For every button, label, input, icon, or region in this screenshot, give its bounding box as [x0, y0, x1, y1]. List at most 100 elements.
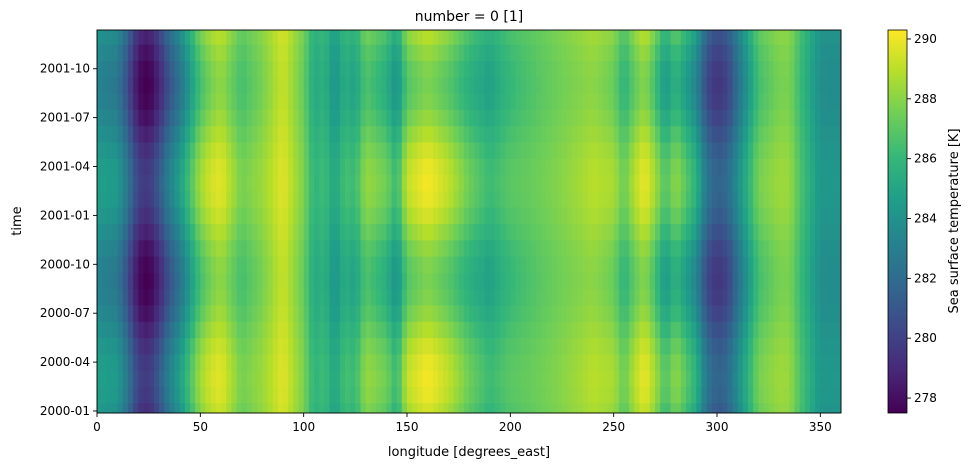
heatmap-cell — [748, 305, 754, 322]
heatmap-cell — [432, 76, 439, 94]
heatmap-cell — [587, 337, 594, 355]
heatmap-cell — [205, 272, 212, 290]
heatmap-cell — [815, 305, 821, 322]
heatmap-cell — [215, 386, 222, 404]
heatmap-cell — [365, 337, 372, 355]
heatmap-cell — [711, 272, 718, 290]
heatmap-cell — [215, 239, 222, 257]
heatmap-cell — [696, 125, 702, 143]
heatmap-cell — [412, 142, 418, 159]
heatmap-cell — [453, 321, 460, 339]
heatmap-cell — [722, 386, 728, 404]
heatmap-cell — [293, 30, 299, 45]
heatmap-cell — [639, 386, 646, 404]
heatmap-cell — [128, 288, 134, 306]
heatmap-cell — [835, 239, 842, 257]
heatmap-cell — [531, 337, 537, 355]
heatmap-cell — [815, 256, 821, 273]
heatmap-cell — [613, 158, 620, 176]
heatmap-cell — [195, 125, 201, 143]
heatmap-cell — [784, 125, 790, 143]
heatmap-cell — [779, 353, 785, 371]
heatmap-cell — [427, 76, 434, 94]
heatmap-cell — [629, 142, 635, 159]
heatmap-cell — [345, 353, 351, 371]
heatmap-cell — [489, 370, 496, 387]
heatmap-cell — [262, 76, 268, 94]
heatmap-cell — [706, 321, 713, 339]
heatmap-cell — [649, 142, 656, 159]
heatmap-cell — [835, 207, 842, 224]
heatmap-cell — [153, 76, 160, 94]
heatmap-cell — [835, 30, 842, 45]
heatmap-cell — [717, 256, 723, 273]
heatmap-cell — [215, 321, 222, 339]
heatmap-cell — [195, 207, 201, 224]
heatmap-cell — [463, 60, 470, 78]
heatmap-cell — [773, 337, 780, 355]
heatmap-cell — [412, 158, 418, 176]
heatmap-cell — [246, 76, 253, 94]
heatmap-cell — [469, 76, 475, 94]
heatmap-cell — [159, 190, 165, 208]
heatmap-cell — [820, 76, 826, 94]
heatmap-cell — [303, 386, 310, 404]
heatmap-cell — [717, 223, 723, 241]
heatmap-cell — [789, 60, 795, 78]
heatmap-cell — [427, 142, 434, 159]
heatmap-cell — [396, 239, 403, 257]
heatmap-cell — [691, 321, 697, 339]
heatmap-cell — [200, 256, 206, 273]
heatmap-cell — [365, 76, 372, 94]
heatmap-cell — [649, 239, 656, 257]
heatmap-cell — [835, 60, 842, 78]
heatmap-cell — [732, 370, 739, 387]
heatmap-cell — [784, 93, 790, 110]
heatmap-cell — [536, 109, 542, 127]
heatmap-cell — [396, 109, 403, 127]
heatmap-cell — [629, 93, 635, 110]
heatmap-cell — [221, 223, 227, 241]
heatmap-cell — [438, 158, 444, 176]
heatmap-cell — [355, 142, 361, 159]
heatmap-cell — [329, 337, 336, 355]
heatmap-cell — [474, 321, 480, 339]
heatmap-cell — [742, 207, 749, 224]
heatmap-cell — [711, 370, 718, 387]
heatmap-cell — [417, 125, 423, 143]
heatmap-cell — [701, 76, 708, 94]
heatmap-cell — [153, 207, 160, 224]
heatmap-cell — [686, 337, 692, 355]
heatmap-cell — [469, 125, 475, 143]
heatmap-cell — [391, 337, 398, 355]
heatmap-cell — [598, 288, 604, 306]
heatmap-cell — [324, 353, 330, 371]
heatmap-cell — [618, 142, 625, 159]
heatmap-cell — [298, 239, 305, 257]
heatmap-cell — [277, 305, 284, 322]
heatmap-cell — [463, 142, 470, 159]
heatmap-cell — [148, 125, 155, 143]
heatmap-cell — [660, 321, 666, 339]
heatmap-cell — [758, 288, 764, 306]
heatmap-cell — [283, 223, 289, 241]
heatmap-cell — [133, 142, 139, 159]
heatmap-cell — [794, 223, 801, 241]
heatmap-cell — [200, 158, 206, 176]
heatmap-cell — [195, 370, 201, 387]
heatmap-cell — [133, 321, 139, 339]
heatmap-cell — [500, 158, 506, 176]
heatmap-cell — [789, 288, 795, 306]
heatmap-cell — [231, 207, 237, 224]
heatmap-cell — [660, 337, 666, 355]
heatmap-cell — [97, 158, 103, 176]
heatmap-cell — [655, 125, 661, 143]
heatmap-cell — [469, 60, 475, 78]
heatmap-cell — [753, 109, 759, 127]
heatmap-cell — [169, 174, 175, 192]
heatmap-cell — [577, 337, 584, 355]
heatmap-cell — [422, 386, 429, 404]
heatmap-cell — [143, 207, 150, 224]
heatmap-cell — [200, 30, 206, 45]
heatmap-cell — [107, 223, 113, 241]
